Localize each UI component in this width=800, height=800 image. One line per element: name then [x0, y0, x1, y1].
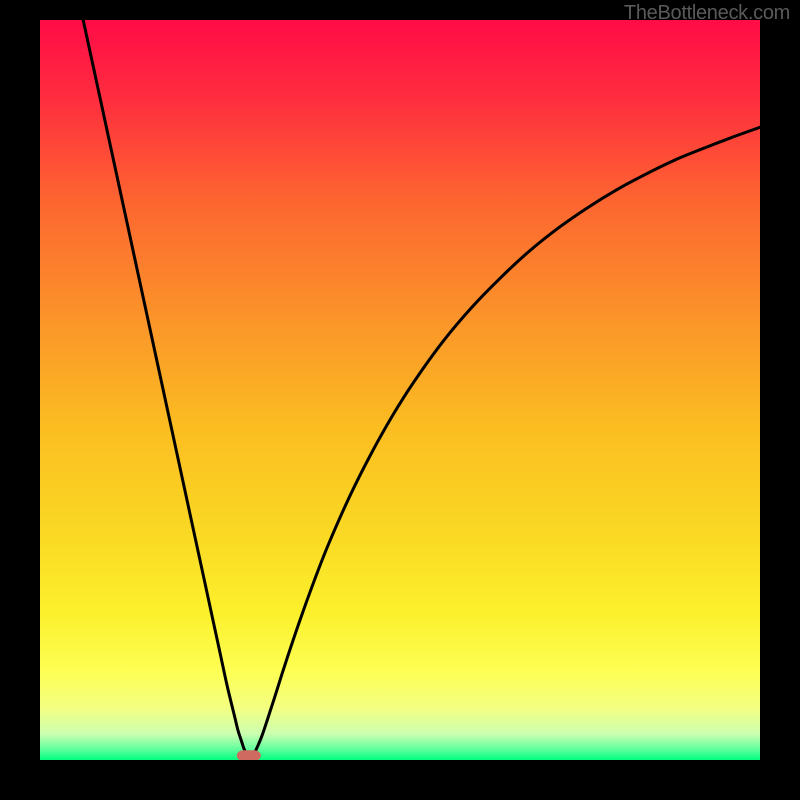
chart-svg	[0, 0, 800, 800]
minpoint-marker	[237, 751, 260, 761]
plot-background	[40, 20, 760, 760]
attribution-text: TheBottleneck.com	[624, 2, 790, 25]
chart-container: TheBottleneck.com	[0, 0, 800, 800]
